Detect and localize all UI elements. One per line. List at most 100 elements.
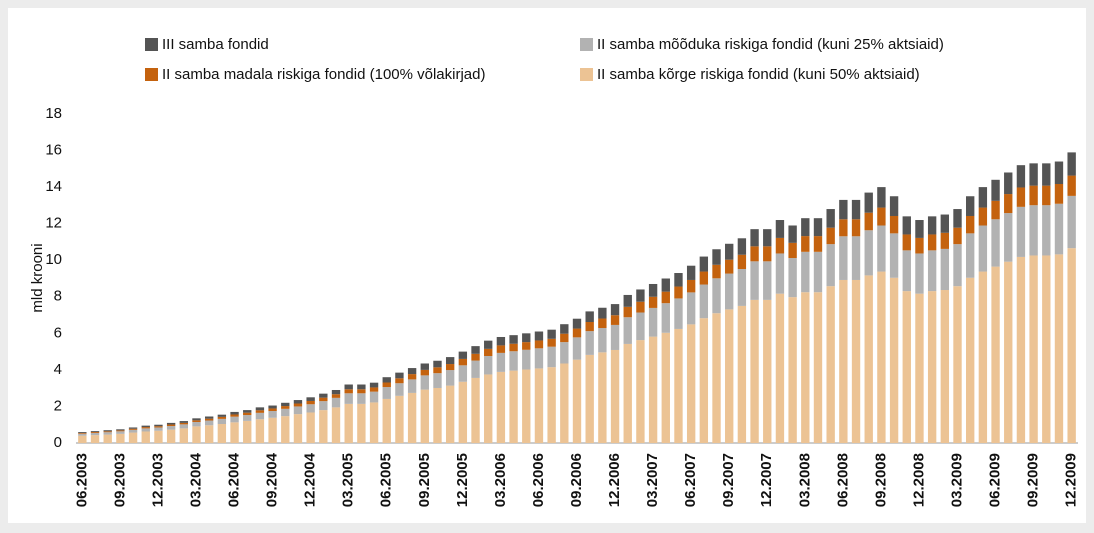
- bar-segment: [585, 331, 594, 355]
- x-tick-label: 09.2007: [720, 453, 737, 507]
- bar-segment: [902, 216, 911, 235]
- bar-segment: [395, 395, 404, 443]
- bar-segment: [560, 342, 569, 364]
- legend-swatch: [580, 68, 593, 81]
- x-tick-label: 09.2003: [111, 453, 128, 507]
- x-tick-label: 06.2003: [73, 453, 90, 507]
- bar-segment: [141, 431, 150, 443]
- bar-segment: [331, 394, 341, 398]
- bar-segment: [1054, 184, 1064, 204]
- bar-segment: [648, 283, 658, 297]
- bar-segment: [763, 299, 772, 443]
- bar-segment: [699, 284, 709, 319]
- bar-segment: [623, 294, 632, 307]
- bar-segment: [179, 422, 188, 425]
- bar-segment: [522, 369, 531, 443]
- bar-segment: [560, 324, 569, 334]
- bar-segment: [509, 343, 518, 352]
- bar-segment: [750, 261, 759, 300]
- bar-segment: [357, 393, 366, 404]
- bar-segment: [407, 374, 417, 380]
- bar-segment: [877, 271, 886, 443]
- bar-segment: [230, 422, 239, 443]
- bar-segment: [306, 400, 315, 405]
- bar-segment: [610, 304, 620, 316]
- bar-segment: [522, 349, 531, 370]
- bar-segment: [927, 216, 937, 235]
- bar-segment: [268, 408, 277, 412]
- bar-segment: [915, 293, 924, 443]
- bar-segment: [927, 250, 937, 292]
- bar-segment: [712, 249, 721, 265]
- bar-segment: [103, 430, 112, 432]
- bar-segment: [395, 383, 404, 396]
- bar-segment: [471, 360, 480, 378]
- x-tick-label: 12.2008: [910, 453, 927, 507]
- bar-segment: [572, 328, 582, 338]
- bar-segment: [991, 179, 1000, 201]
- bar-segment: [737, 268, 747, 306]
- bar-segment: [509, 335, 518, 344]
- bar-segment: [78, 432, 87, 433]
- bar-segment: [851, 219, 861, 237]
- bar-segment: [839, 279, 848, 443]
- bar-segment: [154, 426, 163, 428]
- bar-segment: [1029, 205, 1038, 256]
- bar-segment: [331, 407, 341, 443]
- bar-segment: [281, 416, 290, 443]
- y-tick-label: 4: [54, 361, 62, 378]
- bar-segment: [1016, 165, 1026, 188]
- bar-segment: [915, 220, 924, 238]
- bar-segment: [522, 342, 531, 350]
- bar-segment: [306, 397, 315, 401]
- bar-segment: [763, 261, 772, 300]
- bar-segment: [636, 340, 645, 443]
- bar-segment: [775, 293, 785, 443]
- bar-segment: [712, 313, 721, 443]
- bar-segment: [141, 425, 150, 428]
- y-tick-label: 14: [45, 178, 62, 195]
- bar-segment: [940, 232, 950, 249]
- bar-segment: [255, 419, 265, 443]
- bar-segment: [610, 315, 620, 325]
- x-tick-label: 09.2009: [1025, 453, 1042, 507]
- bar-segment: [978, 207, 988, 226]
- bar-segment: [268, 405, 277, 409]
- bar-segment: [420, 363, 429, 370]
- bar-segment: [204, 416, 214, 419]
- bar-segment: [534, 348, 544, 369]
- bar-segment: [217, 423, 227, 443]
- bar-segment: [433, 360, 442, 368]
- bar-segment: [407, 368, 417, 375]
- bar-segment: [940, 214, 950, 233]
- bar-segment: [445, 385, 455, 443]
- bar-segment: [230, 414, 239, 417]
- bar-segment: [154, 427, 163, 431]
- bar-segment: [978, 225, 988, 272]
- bar-segment: [509, 370, 518, 443]
- bar-segment: [420, 389, 429, 443]
- bar-segment: [128, 432, 138, 443]
- bar-segment: [407, 392, 417, 443]
- bar-segment: [750, 299, 759, 443]
- bar-segment: [319, 401, 328, 411]
- x-tick-label: 03.2005: [340, 453, 357, 507]
- bar-segment: [610, 324, 620, 350]
- bar-segment: [940, 290, 950, 443]
- bar-segment: [763, 246, 772, 262]
- bar-segment: [547, 329, 556, 339]
- x-tick-label: 09.2008: [872, 453, 889, 507]
- bar-segment: [306, 412, 315, 443]
- bar-segment: [902, 234, 911, 251]
- bar-segment: [369, 382, 379, 388]
- bar-segment: [1004, 261, 1013, 443]
- bar-segment: [966, 233, 975, 278]
- bar-segment: [433, 373, 442, 388]
- bar-segment: [940, 248, 950, 291]
- bar-segment: [1029, 185, 1038, 206]
- y-tick-label: 8: [54, 288, 62, 305]
- x-tick-label: 12.2006: [606, 453, 623, 507]
- y-axis-label: mld krooni: [29, 243, 46, 312]
- bar-segment: [750, 229, 759, 247]
- bar-segment: [623, 317, 632, 344]
